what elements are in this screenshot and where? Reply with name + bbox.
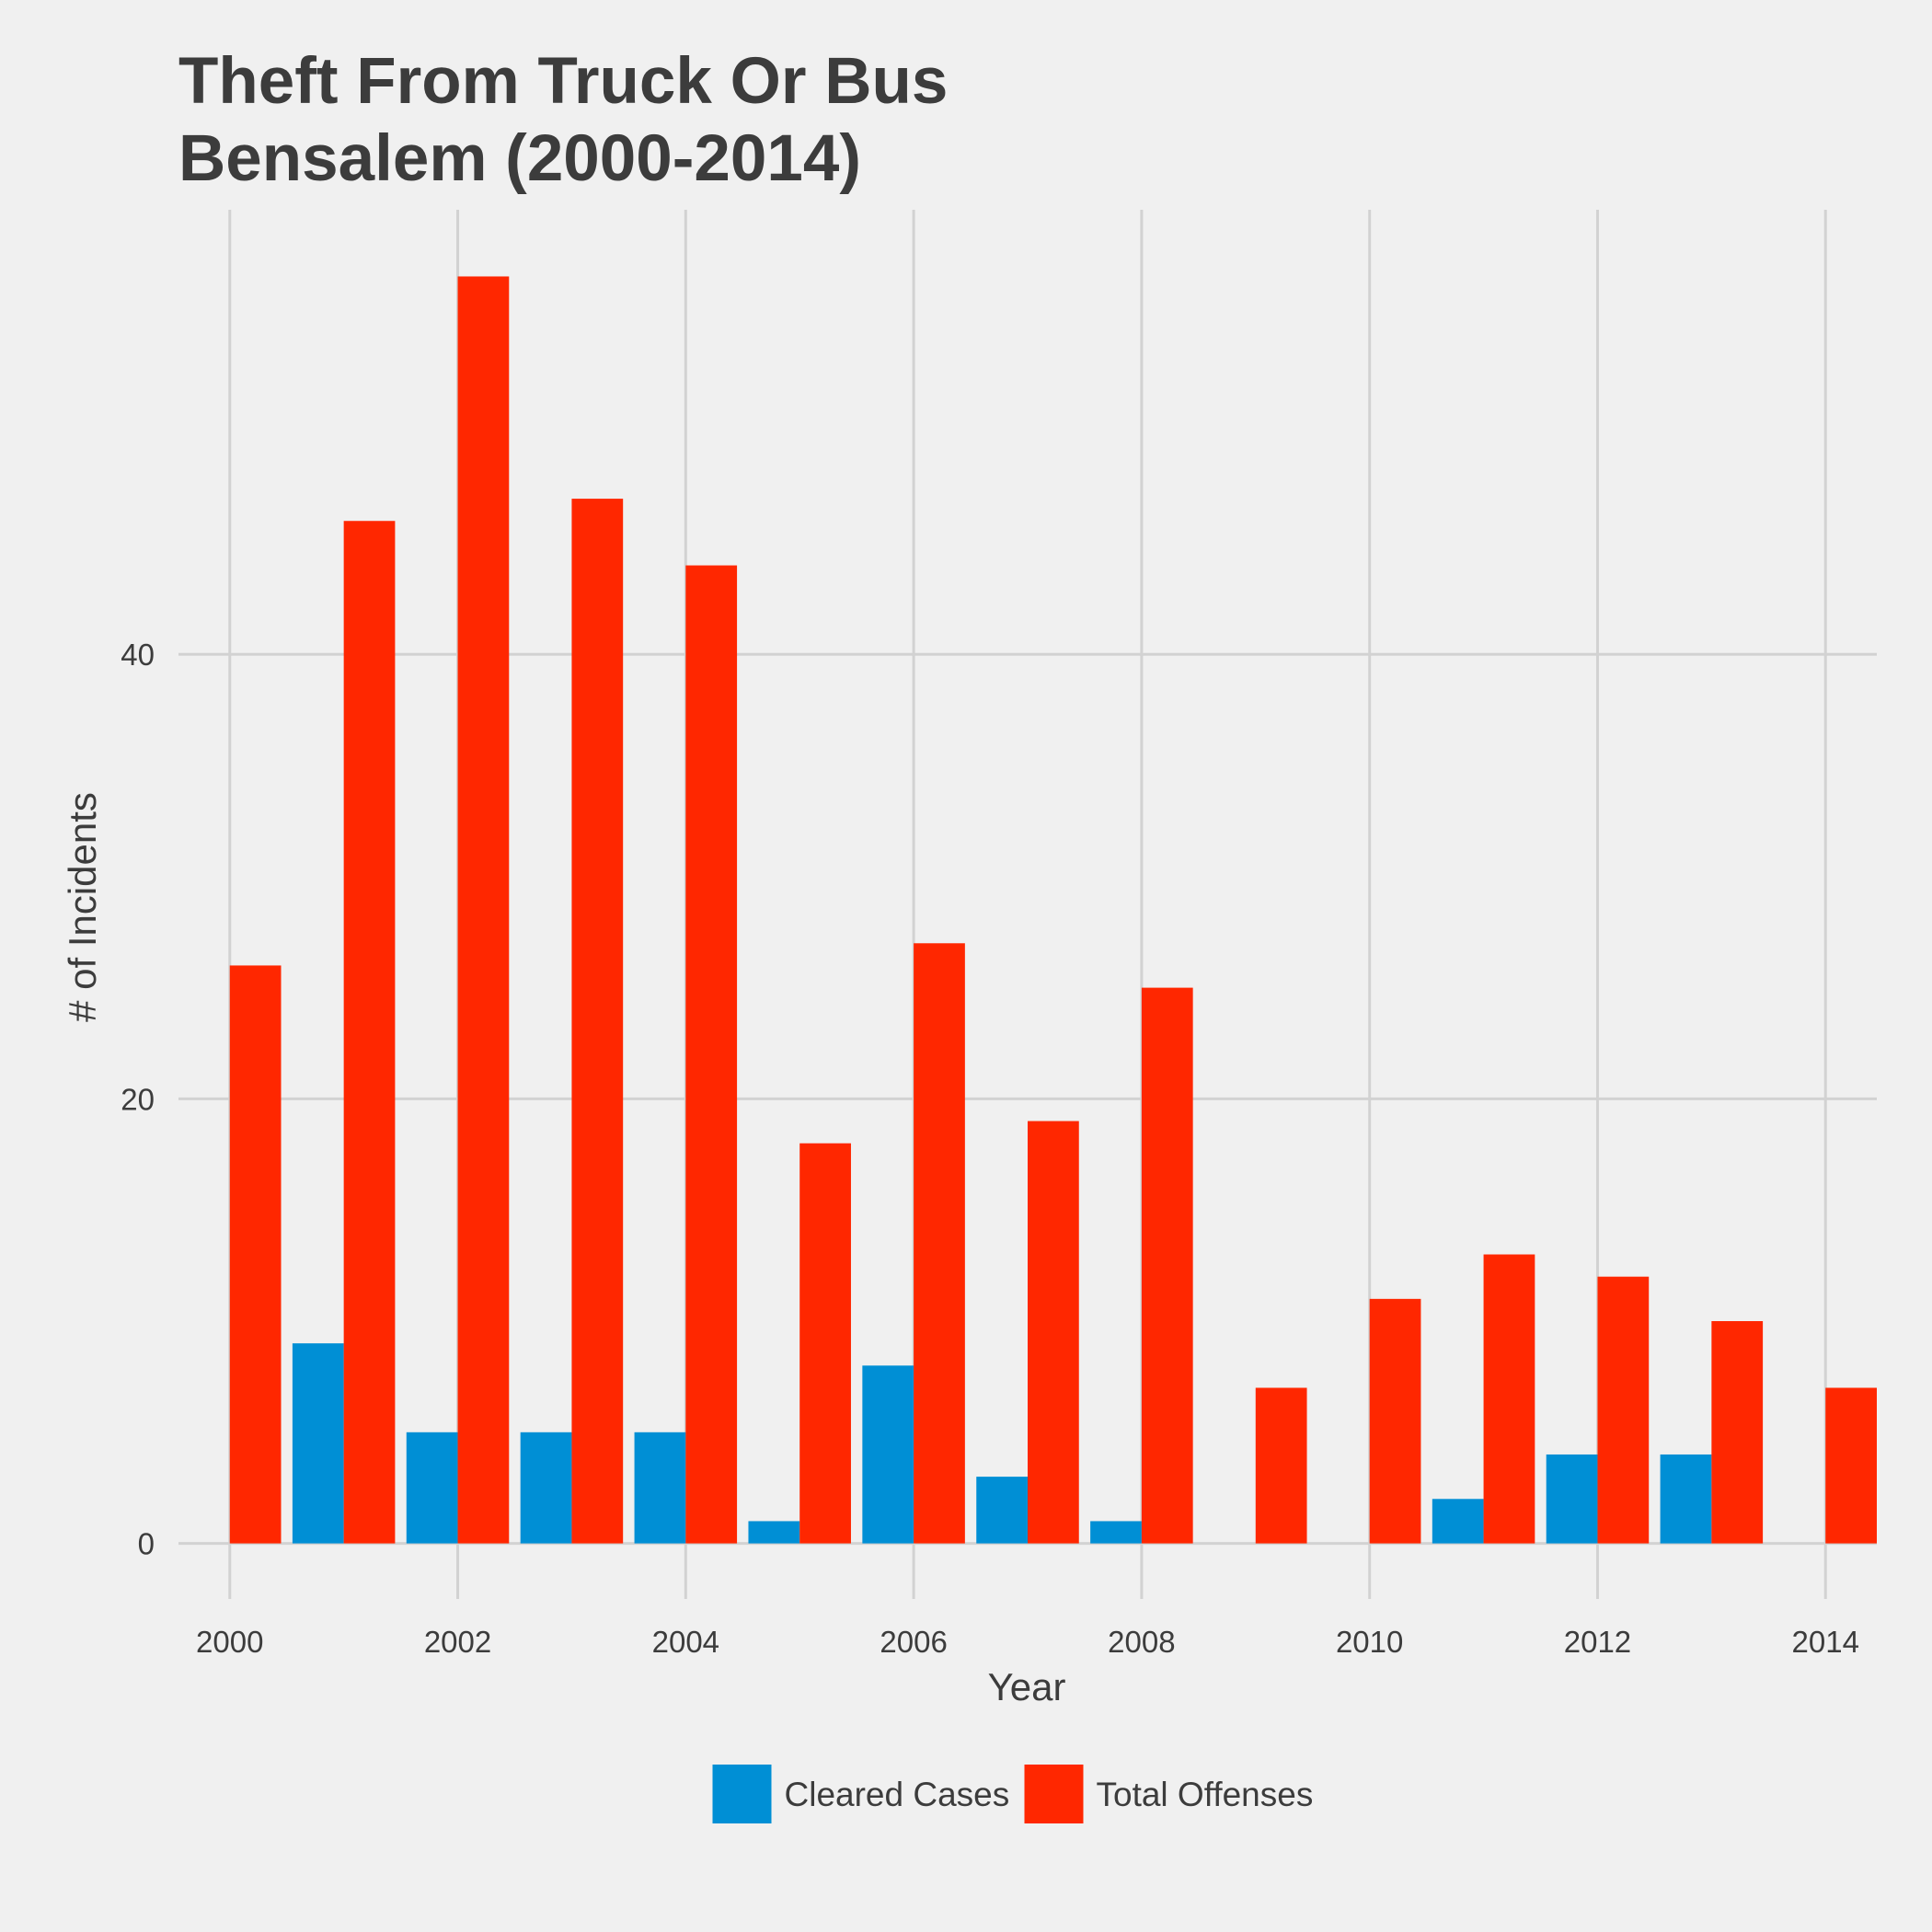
tick-labels: 2000 2002 2004 2006 2008 2010 2012 2014 0 20 40 [121, 638, 1859, 1659]
bar-total-offenses-2001 [343, 521, 396, 1544]
bar-total-offenses-2005 [799, 1143, 851, 1544]
bar-cleared-cases-2006 [862, 1365, 914, 1544]
bar-total-offenses-2000 [229, 965, 282, 1544]
bar-cleared-cases-2008 [1090, 1521, 1142, 1544]
bar-total-offenses-2008 [1141, 987, 1193, 1544]
bar-total-offenses-2011 [1483, 1254, 1535, 1544]
bar-cleared-cases-2001 [292, 1343, 344, 1544]
bar-total-offenses-2003 [571, 499, 624, 1544]
x-tick-label: 2006 [880, 1625, 947, 1659]
legend: Cleared Cases Total Offenses [712, 1765, 1314, 1823]
y-axis-title: # of Incidents [61, 792, 104, 1022]
bar-total-offenses-2009 [1255, 1387, 1307, 1544]
chart-title-line-2: Bensalem (2000-2014) [178, 122, 861, 195]
bar-cleared-cases-2005 [748, 1521, 800, 1544]
chart-title-line-1: Theft From Truck Or Bus [178, 45, 948, 118]
y-tick-label: 40 [121, 638, 155, 672]
bar-cleared-cases-2004 [634, 1432, 686, 1544]
legend-label-total-offenses: Total Offenses [1097, 1776, 1314, 1813]
x-tick-label: 2000 [196, 1625, 263, 1659]
x-tick-label: 2008 [1108, 1625, 1175, 1659]
bar-cleared-cases-2012 [1546, 1454, 1598, 1544]
bar-cleared-cases-2003 [520, 1432, 572, 1544]
bar-total-offenses-2010 [1369, 1298, 1421, 1544]
legend-key-total-offenses [1024, 1765, 1084, 1823]
legend-label-cleared-cases: Cleared Cases [785, 1776, 1010, 1813]
bar-cleared-cases-2007 [976, 1477, 1028, 1544]
bar-total-offenses-2004 [685, 565, 738, 1544]
y-tick-label: 0 [138, 1527, 155, 1561]
bar-total-offenses-2007 [1028, 1121, 1079, 1544]
x-tick-label: 2004 [652, 1625, 719, 1659]
bar-total-offenses-2012 [1597, 1276, 1650, 1544]
bar-cleared-cases-2002 [406, 1432, 458, 1544]
bar-cleared-cases-2013 [1660, 1454, 1712, 1544]
y-tick-label: 20 [121, 1082, 155, 1116]
bar-cleared-cases-2011 [1432, 1499, 1484, 1544]
bar-total-offenses-2002 [457, 276, 510, 1544]
x-tick-label: 2002 [424, 1625, 491, 1659]
bar-total-offenses-2006 [914, 943, 965, 1544]
bars [229, 276, 1877, 1544]
bar-total-offenses-2013 [1711, 1321, 1764, 1544]
x-tick-label: 2014 [1792, 1625, 1859, 1659]
legend-key-cleared-cases [712, 1765, 772, 1823]
x-axis-title: Year [988, 1665, 1066, 1708]
bar-total-offenses-2014 [1825, 1387, 1877, 1544]
x-tick-label: 2012 [1564, 1625, 1631, 1659]
x-tick-label: 2010 [1336, 1625, 1403, 1659]
